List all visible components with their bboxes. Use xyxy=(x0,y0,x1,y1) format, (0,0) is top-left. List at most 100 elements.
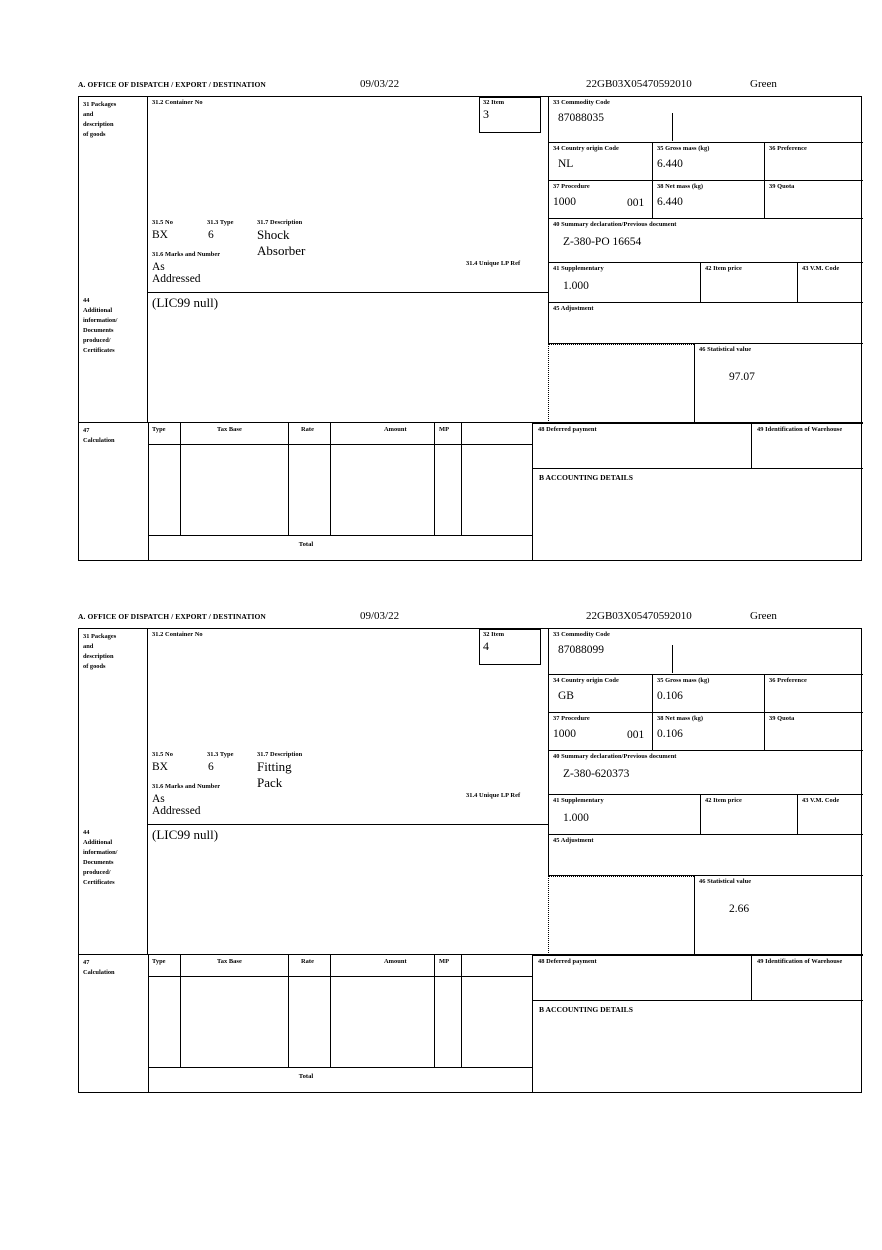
field-41-label: 41 Supplementary xyxy=(553,265,604,272)
field-45-adjustment-box: 45 Adjustment xyxy=(548,835,863,876)
header-lane: Green xyxy=(750,610,777,622)
field-33-commodity-box: 33 Commodity Code 87088035 xyxy=(548,97,863,143)
field-45-label: 45 Adjustment xyxy=(553,305,594,312)
field-31-7-label: 31.7 Description xyxy=(257,751,303,758)
field-46-statistical-value-box: 46 Statistical value 97.07 xyxy=(694,344,863,423)
field-47-label-cell: 47 Calculation xyxy=(79,955,148,1092)
calc-col-amount: Amount xyxy=(331,423,435,444)
field-33-divider-tick xyxy=(672,645,673,673)
calc-col-amount: Amount xyxy=(331,955,435,976)
accounting-details-box: B ACCOUNTING DETAILS xyxy=(532,469,863,560)
field-35-value: 0.106 xyxy=(657,690,683,702)
calc-header-tax-base: Tax Base xyxy=(217,426,242,433)
field-47-label: 47 Calculation xyxy=(83,427,115,444)
field-31-goods-box: 31.2 Container No 31.5 No 31.3 Type 31.7… xyxy=(148,629,548,825)
field-36-label: 36 Preference xyxy=(769,145,807,152)
header-mrn: 22GB03X05470592010 xyxy=(586,610,692,622)
header-date: 09/03/22 xyxy=(360,610,400,622)
calc-header-mp: MP xyxy=(439,426,450,433)
field-37-procedure-box: 37 Procedure 1000 001 xyxy=(548,181,652,219)
field-40-label: 40 Summary declaration/Previous document xyxy=(553,221,677,228)
calc-header-amount: Amount xyxy=(384,426,407,433)
field-31-4-label: 31.4 Unique LP Ref xyxy=(466,260,521,267)
field-36-preference-box: 36 Preference xyxy=(764,675,863,713)
field-42-item-price-box: 42 Item price xyxy=(700,263,797,303)
calc-cell-tax-base[interactable] xyxy=(181,976,289,1067)
field-46-value: 97.07 xyxy=(729,371,755,383)
field-35-label: 35 Gross mass (kg) xyxy=(657,145,710,152)
field-49-label: 49 Identification of Warehouse xyxy=(757,958,843,965)
field-34-label: 34 Country origin Code xyxy=(553,677,619,684)
field-42-label: 42 Item price xyxy=(705,797,742,804)
declaration-form-item-4: A. OFFICE OF DISPATCH / EXPORT / DESTINA… xyxy=(78,610,863,1093)
field-34-value: GB xyxy=(558,690,574,702)
field-40-value: Z-380-PO 16654 xyxy=(563,236,642,248)
accounting-details-label: B ACCOUNTING DETAILS xyxy=(539,473,633,482)
calc-body-rows xyxy=(148,976,532,1068)
field-31-5-label: 31.5 No xyxy=(152,751,173,758)
field-49-warehouse-box: 49 Identification of Warehouse xyxy=(751,423,863,469)
calc-col-mp: MP xyxy=(435,955,462,976)
field-43-vm-code-box: 43 V.M. Code xyxy=(797,795,863,835)
field-31-label: 31 Packages and description of goods xyxy=(83,101,117,138)
field-47-calculation-table: Type Tax Base Rate Amount MP xyxy=(148,955,532,1092)
field-49-label: 49 Identification of Warehouse xyxy=(757,426,843,433)
header-date: 09/03/22 xyxy=(360,78,400,90)
field-31-4-label: 31.4 Unique LP Ref xyxy=(466,792,521,799)
field-45-adjustment-box: 45 Adjustment xyxy=(548,303,863,344)
calc-cell-amount[interactable] xyxy=(331,444,435,535)
field-41-supplementary-box: 41 Supplementary 1.000 xyxy=(548,795,700,835)
header-office-label: A. OFFICE OF DISPATCH / EXPORT / DESTINA… xyxy=(78,612,266,621)
field-35-label: 35 Gross mass (kg) xyxy=(657,677,710,684)
calc-cell-mp[interactable] xyxy=(435,976,462,1067)
calc-cell-type[interactable] xyxy=(148,444,181,535)
calc-col-rate: Rate xyxy=(289,423,331,444)
field-31-label: 31 Packages and description of goods xyxy=(83,633,117,670)
field-39-label: 39 Quota xyxy=(769,183,795,190)
calc-cell-amount[interactable] xyxy=(331,976,435,1067)
field-39-quota-box: 39 Quota xyxy=(764,181,863,219)
field-37-procedure-box: 37 Procedure 1000 001 xyxy=(548,713,652,751)
calc-header-row: Type Tax Base Rate Amount MP xyxy=(148,955,532,977)
calc-header-amount: Amount xyxy=(384,958,407,965)
field-34-origin-box: 34 Country origin Code GB xyxy=(548,675,652,713)
calc-cell-type[interactable] xyxy=(148,976,181,1067)
calc-cell-mp[interactable] xyxy=(435,444,462,535)
calc-cell-rate[interactable] xyxy=(289,444,331,535)
field-44-value: (LIC99 null) xyxy=(152,295,219,310)
declaration-grid: 31 Packages and description of goods 31.… xyxy=(78,628,863,1093)
accounting-details-box: B ACCOUNTING DETAILS xyxy=(532,1001,863,1092)
field-31-6-value: As Addressed xyxy=(152,261,201,285)
field-41-label: 41 Supplementary xyxy=(553,797,604,804)
calc-col-mp: MP xyxy=(435,423,462,444)
field-31-6-value: As Addressed xyxy=(152,793,201,817)
field-46-label: 46 Statistical value xyxy=(699,878,752,885)
field-31-5-value: BX xyxy=(152,761,168,773)
field-31-3-value: 6 xyxy=(208,761,214,773)
field-35-gross-mass-box: 35 Gross mass (kg) 0.106 xyxy=(652,675,764,713)
field-37-label: 37 Procedure xyxy=(553,715,590,722)
field-32-value: 4 xyxy=(483,638,489,653)
field-32-value: 3 xyxy=(483,106,489,121)
field-49-warehouse-box: 49 Identification of Warehouse xyxy=(751,955,863,1001)
field-31-6-label: 31.6 Marks and Number xyxy=(152,783,221,790)
calc-col-type: Type xyxy=(148,955,181,976)
calc-col-tax-base: Tax Base xyxy=(181,955,289,976)
calc-header-tax-base: Tax Base xyxy=(217,958,242,965)
field-38-label: 38 Net mass (kg) xyxy=(657,715,704,722)
field-46-statistical-value-box: 46 Statistical value 2.66 xyxy=(694,876,863,955)
field-37-additional-value: 001 xyxy=(627,729,645,741)
field-41-value: 1.000 xyxy=(563,812,589,824)
calc-col-rate: Rate xyxy=(289,955,331,976)
field-41-value: 1.000 xyxy=(563,280,589,292)
field-44-content-box: (LIC99 null) xyxy=(148,293,548,423)
calc-body-rows xyxy=(148,444,532,536)
calc-cell-rate[interactable] xyxy=(289,976,331,1067)
field-31-3-label: 31.3 Type xyxy=(207,751,234,758)
header-mrn: 22GB03X05470592010 xyxy=(586,78,692,90)
field-38-net-mass-box: 38 Net mass (kg) 0.106 xyxy=(652,713,764,751)
calc-cell-tax-base[interactable] xyxy=(181,444,289,535)
field-32-label: 32 Item xyxy=(483,99,505,106)
field-43-label: 43 V.M. Code xyxy=(802,797,840,804)
field-44-label: 44 Additional information/ Documents pro… xyxy=(83,297,118,354)
